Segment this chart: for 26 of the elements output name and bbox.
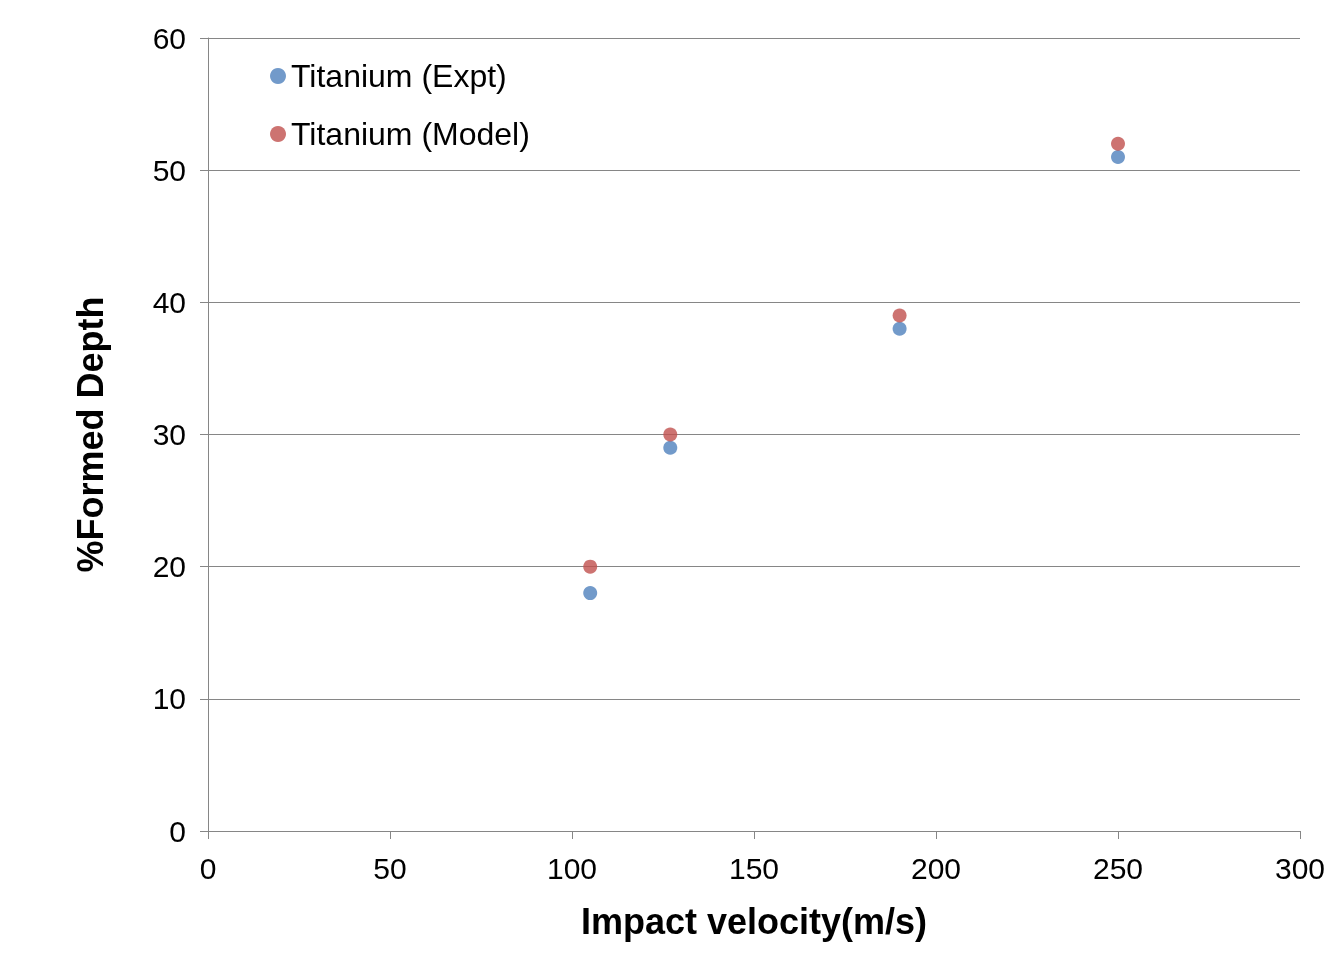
point (892, 321, 907, 336)
x-tick-label: 50 (373, 851, 407, 885)
y-tick-label: 60 (152, 21, 186, 55)
x-axis-title: Impact velocity(m/s) (580, 900, 928, 942)
x-tick-label: 100 (546, 851, 598, 885)
x-tick-label: 200 (910, 851, 962, 885)
x-tick-label: 300 (1274, 851, 1326, 885)
legend-label: Titanium (Model) (291, 116, 530, 152)
y-tick-label: 50 (152, 153, 186, 187)
x-tick-label: 250 (1092, 851, 1144, 885)
point (583, 559, 598, 574)
legend-label: Titanium (Expt) (291, 58, 507, 94)
y-tick-label: 20 (152, 550, 186, 584)
y-tick-label: 10 (152, 682, 186, 716)
point (1111, 136, 1125, 151)
point (892, 308, 907, 323)
y-axis-title: %Formed Depth (69, 296, 111, 573)
y-tick-label: 40 (152, 285, 186, 319)
y-tick-label: 30 (152, 418, 186, 451)
point (583, 586, 598, 601)
point (663, 427, 678, 442)
point (663, 440, 678, 455)
x-tick-label: 0 (199, 851, 217, 885)
x-tick-label: 150 (728, 851, 780, 885)
point (1111, 149, 1125, 164)
y-tick-label: 0 (169, 814, 186, 848)
